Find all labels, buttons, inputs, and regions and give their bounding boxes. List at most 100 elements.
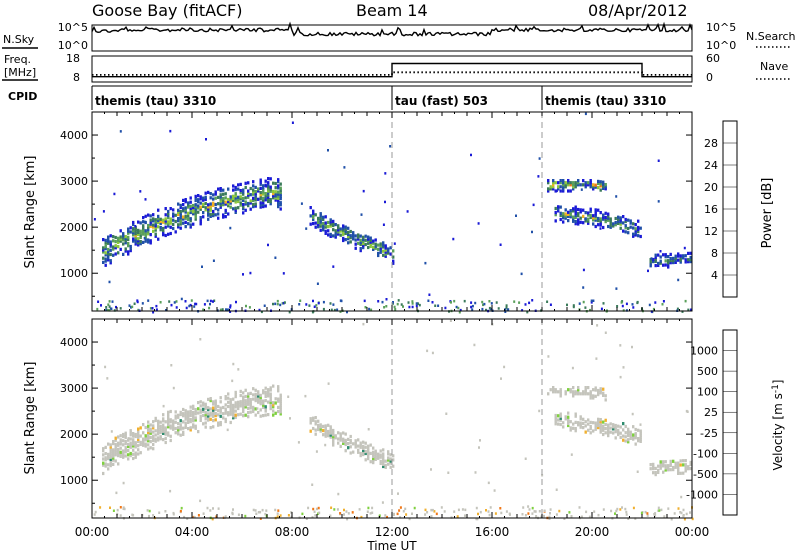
echo-cell (242, 407, 245, 412)
ground-scatter-point (470, 305, 473, 309)
echo-cell (154, 228, 157, 232)
echo-cell (622, 215, 625, 219)
echo-cell (584, 181, 587, 185)
speckle-point (360, 213, 363, 216)
x-axis-ticks: 00:00 04:00 08:00 12:00 16:00 20:00 00:00 (75, 525, 710, 539)
echo-cell (364, 451, 367, 456)
echo-cell (614, 425, 617, 430)
ground-scatter-point (330, 506, 333, 509)
speckle-point (397, 492, 399, 495)
echo-cell (557, 207, 560, 211)
echo-cell (274, 198, 277, 202)
echo-cell (604, 431, 607, 435)
echo-cell (372, 241, 375, 245)
speckle-point (201, 265, 203, 268)
ground-scatter-point (206, 299, 209, 303)
echo-cell (329, 218, 332, 222)
echo-cell (602, 217, 605, 221)
echo-cell (242, 188, 245, 192)
ground-scatter-point (534, 510, 537, 513)
echo-cell (267, 193, 270, 197)
echo-cell (212, 212, 215, 216)
date-title: 08/Apr/2012 (588, 1, 688, 20)
speckle-point (139, 190, 142, 193)
echo-cell (379, 455, 382, 459)
ground-scatter-point (411, 300, 414, 303)
echo-cell (162, 429, 165, 433)
echo-cell (147, 435, 150, 439)
speckle-point (382, 223, 385, 226)
echo-cell (382, 452, 385, 456)
echo-cell (594, 210, 597, 214)
ground-scatter-point (329, 302, 332, 305)
echo-cell (169, 207, 172, 211)
echo-cell (172, 423, 175, 427)
echo-cell (232, 188, 235, 192)
echo-cell (147, 420, 150, 424)
echo-cell (254, 185, 257, 189)
echo-cell (372, 239, 375, 243)
ground-scatter-point (524, 514, 527, 517)
echo-cell (134, 232, 137, 236)
ground-scatter-point (173, 301, 176, 304)
echo-cell (127, 449, 130, 453)
ground-scatter-point (119, 307, 122, 310)
echo-cell (169, 418, 172, 422)
echo-cell (212, 410, 215, 414)
echo-cell (634, 231, 637, 235)
echo-cell (657, 470, 660, 474)
echo-cell (564, 214, 567, 218)
echo-cell (679, 258, 682, 262)
ground-scatter-point (563, 517, 566, 520)
echo-cell (632, 232, 635, 236)
echo-cell (114, 436, 117, 440)
echo-cell (579, 183, 582, 187)
speckle-point (267, 243, 269, 247)
echo-cell (687, 258, 690, 262)
echo-cell (387, 249, 390, 253)
echo-cell (577, 183, 580, 187)
echo-cell (582, 426, 585, 430)
nsearch-tick-top: 10^5 (706, 21, 736, 34)
echo-cell (592, 187, 595, 191)
echo-cell (267, 187, 270, 191)
echo-cell (602, 225, 605, 230)
echo-cell (107, 454, 110, 459)
echo-cell (149, 239, 152, 243)
echo-cell (154, 220, 157, 224)
echo-cell (232, 207, 235, 211)
echo-cell (564, 185, 567, 189)
ground-scatter-point (589, 308, 591, 312)
echo-cell (324, 424, 327, 428)
echo-cell (187, 205, 190, 209)
speckle-point (426, 349, 429, 353)
echo-cell (134, 455, 137, 459)
echo-cell (329, 220, 332, 224)
echo-cell (274, 397, 277, 401)
echo-cell (607, 429, 610, 434)
echo-cell (179, 218, 182, 222)
echo-cell (669, 256, 672, 261)
echo-cell (242, 192, 245, 196)
speckle-point (343, 166, 346, 169)
echo-cell (167, 416, 170, 421)
echo-cell (157, 225, 160, 229)
echo-cell (229, 410, 232, 414)
ground-scatter-point (549, 512, 551, 515)
ground-scatter-point (396, 302, 399, 306)
echo-cell (324, 426, 327, 430)
echo-cell (602, 180, 605, 184)
echo-cell (674, 256, 677, 260)
echo-cell (107, 457, 110, 461)
echo-cell (372, 454, 375, 458)
echo-cell (242, 203, 245, 207)
echo-cell (602, 426, 605, 430)
echo-cell (114, 444, 117, 449)
echo-cell (102, 246, 105, 250)
echo-cell (567, 210, 570, 214)
ground-scatter-point (276, 299, 279, 303)
echo-cell (224, 411, 227, 415)
echo-cell (334, 436, 337, 440)
echo-cell (337, 232, 340, 236)
